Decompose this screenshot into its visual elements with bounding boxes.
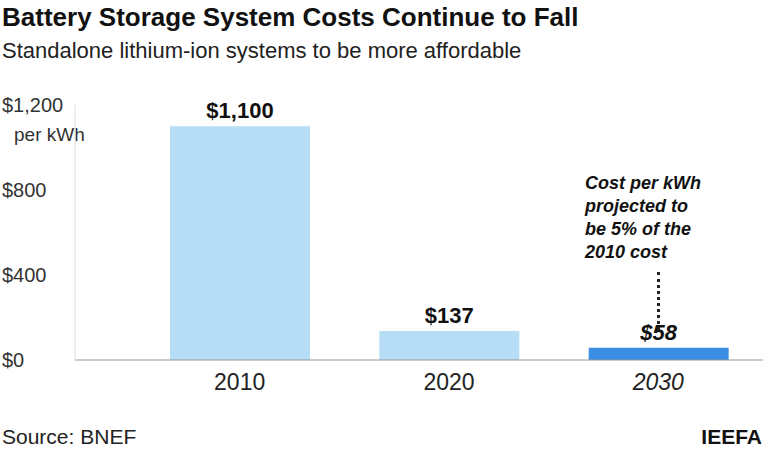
svg-text:2030: 2030 [632, 369, 684, 395]
svg-text:$0: $0 [8, 349, 24, 371]
html-text:Battery Storage System Costs C: Battery Storage System Costs Continue to… [2, 2, 579, 32]
html-text:per kWh: per kWh [14, 124, 85, 145]
html-text:IEEFA: IEEFA [701, 425, 762, 448]
svg-text:$137: $137 [425, 303, 474, 328]
svg-text:$1,100: $1,100 [206, 98, 273, 123]
svg-text:2020: 2020 [423, 369, 474, 395]
svg-text:$400: $400 [8, 264, 47, 286]
html-text:2010 cost: 2010 cost [585, 242, 668, 262]
html-text:Cost per kWh: Cost per kWh [585, 173, 701, 193]
svg-text:$58: $58 [640, 319, 677, 345]
html-text:Standalone lithium-ion systems: Standalone lithium-ion systems to be mor… [2, 38, 522, 63]
html-text:be 5% of the: be 5% of the [585, 219, 691, 239]
html-text:Source: BNEF: Source: BNEF [2, 425, 137, 448]
svg-text:$1,200: $1,200 [8, 94, 63, 116]
svg-text:$800: $800 [8, 179, 47, 201]
svg-text:2010: 2010 [214, 369, 265, 395]
html-text:projected to: projected to [585, 196, 688, 216]
